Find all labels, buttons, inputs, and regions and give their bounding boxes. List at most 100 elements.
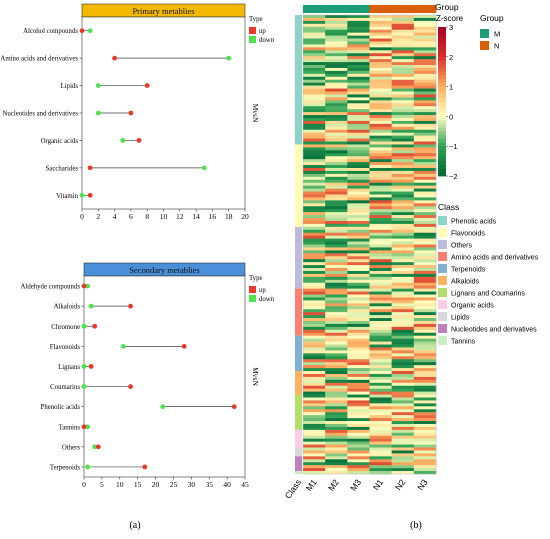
heatmap-cell bbox=[369, 138, 392, 142]
heatmap-cell bbox=[369, 288, 392, 292]
heatmap-cell bbox=[369, 44, 392, 48]
heatmap-cell bbox=[303, 194, 326, 198]
heatmap-cell bbox=[325, 67, 348, 72]
x-tick-label: 14 bbox=[192, 212, 200, 221]
heatmap-cell bbox=[303, 403, 326, 407]
heatmap-cell bbox=[303, 209, 326, 213]
heatmap-cell bbox=[347, 415, 370, 419]
heatmap-cell bbox=[303, 41, 326, 45]
heatmap-cell bbox=[413, 229, 437, 234]
heatmap-cell bbox=[325, 306, 348, 310]
heatmap-cell bbox=[303, 409, 326, 413]
heatmap-cell bbox=[391, 382, 415, 387]
heatmap-cell bbox=[413, 159, 437, 163]
heatmap-cell bbox=[325, 468, 348, 472]
heatmap-cell bbox=[413, 465, 437, 469]
column-label: N2 bbox=[393, 477, 408, 492]
heatmap-cell bbox=[391, 223, 415, 228]
x-tick-label: 12 bbox=[176, 212, 184, 221]
heatmap-cell bbox=[347, 97, 370, 101]
heatmap-cell bbox=[325, 262, 348, 266]
heatmap-cell bbox=[369, 465, 392, 469]
heatmap-cell bbox=[413, 462, 437, 466]
category-label: Lignans bbox=[58, 364, 80, 371]
heatmap-cell bbox=[325, 47, 348, 51]
heatmap-cell bbox=[303, 153, 326, 157]
heatmap-cell bbox=[391, 373, 415, 378]
up-point bbox=[87, 165, 93, 171]
heatmap-cell bbox=[391, 229, 415, 234]
colorbar-segment bbox=[438, 90, 446, 95]
heatmap-cell bbox=[347, 250, 370, 254]
heatmap-cell bbox=[325, 220, 348, 225]
heatmap-cell bbox=[391, 329, 415, 334]
heatmap-cell bbox=[391, 406, 415, 410]
heatmap-cell bbox=[369, 144, 392, 148]
heatmap-cell bbox=[391, 332, 415, 337]
category-label: Vitamin bbox=[56, 193, 78, 200]
heatmap-cell bbox=[303, 29, 326, 33]
heatmap-cell bbox=[391, 226, 415, 231]
heatmap-cell bbox=[369, 426, 392, 431]
x-tick-label: 10 bbox=[116, 480, 124, 489]
heatmap-cell bbox=[303, 79, 326, 83]
heatmap-cell bbox=[347, 365, 370, 369]
heatmap-cell bbox=[369, 156, 392, 160]
heatmap-cell bbox=[347, 147, 370, 151]
class-legend-swatch bbox=[438, 276, 447, 285]
heatmap-cell bbox=[413, 397, 437, 401]
heatmap-cell bbox=[325, 276, 348, 281]
heatmap-cell bbox=[413, 35, 437, 39]
heatmap-cell bbox=[413, 168, 437, 172]
heatmap-cell bbox=[391, 132, 415, 136]
heatmap-cell bbox=[347, 270, 370, 275]
heatmap-cell bbox=[369, 94, 392, 98]
heatmap-cell bbox=[303, 262, 326, 266]
group-bar-cell bbox=[325, 5, 348, 13]
heatmap-cell bbox=[347, 312, 370, 316]
heatmap-cell bbox=[347, 403, 370, 407]
heatmap-cell bbox=[347, 112, 370, 116]
heatmap-cell bbox=[391, 220, 415, 225]
heatmap-cell bbox=[325, 359, 348, 363]
heatmap-cell bbox=[303, 456, 326, 460]
heatmap-cell bbox=[303, 238, 326, 242]
heatmap-cell bbox=[347, 332, 370, 337]
heatmap-cell bbox=[413, 344, 437, 348]
heatmap-cell bbox=[303, 144, 326, 148]
heatmap-cell bbox=[347, 165, 370, 169]
heatmap-cell bbox=[369, 244, 392, 248]
heatmap-cell bbox=[325, 15, 348, 19]
heatmap-cell bbox=[325, 153, 348, 157]
heatmap-cell bbox=[369, 115, 392, 119]
heatmap-cell bbox=[391, 88, 415, 92]
heatmap-cell bbox=[369, 129, 392, 133]
heatmap-cell bbox=[325, 321, 348, 325]
class-legend-swatch bbox=[438, 228, 447, 237]
heatmap-cell bbox=[303, 182, 326, 186]
heatmap-cell bbox=[347, 226, 370, 231]
heatmap-cell bbox=[413, 132, 437, 136]
class-annotation-block bbox=[295, 335, 302, 372]
heatmap-cell bbox=[303, 141, 326, 145]
heatmap-cell bbox=[347, 282, 370, 286]
heatmap-cell bbox=[413, 209, 437, 213]
heatmap-cell bbox=[347, 412, 370, 416]
x-tick-label: 18 bbox=[225, 212, 233, 221]
heatmap-cell bbox=[347, 182, 370, 186]
heatmap-cell bbox=[369, 382, 392, 387]
heatmap-cell bbox=[347, 279, 370, 284]
heatmap-cell bbox=[347, 423, 370, 428]
heatmap-cell bbox=[413, 471, 437, 475]
heatmap-cell bbox=[391, 138, 415, 142]
heatmap-cell bbox=[369, 109, 392, 113]
heatmap-cell bbox=[347, 168, 370, 172]
heatmap-cell bbox=[369, 47, 392, 51]
heatmap-cell bbox=[369, 256, 392, 260]
heatmap-cell bbox=[303, 418, 326, 422]
heatmap-cell bbox=[391, 315, 415, 319]
heatmap-cell bbox=[347, 44, 370, 48]
heatmap-cell bbox=[369, 194, 392, 198]
up-point bbox=[231, 404, 237, 410]
heatmap-cell bbox=[413, 438, 437, 442]
